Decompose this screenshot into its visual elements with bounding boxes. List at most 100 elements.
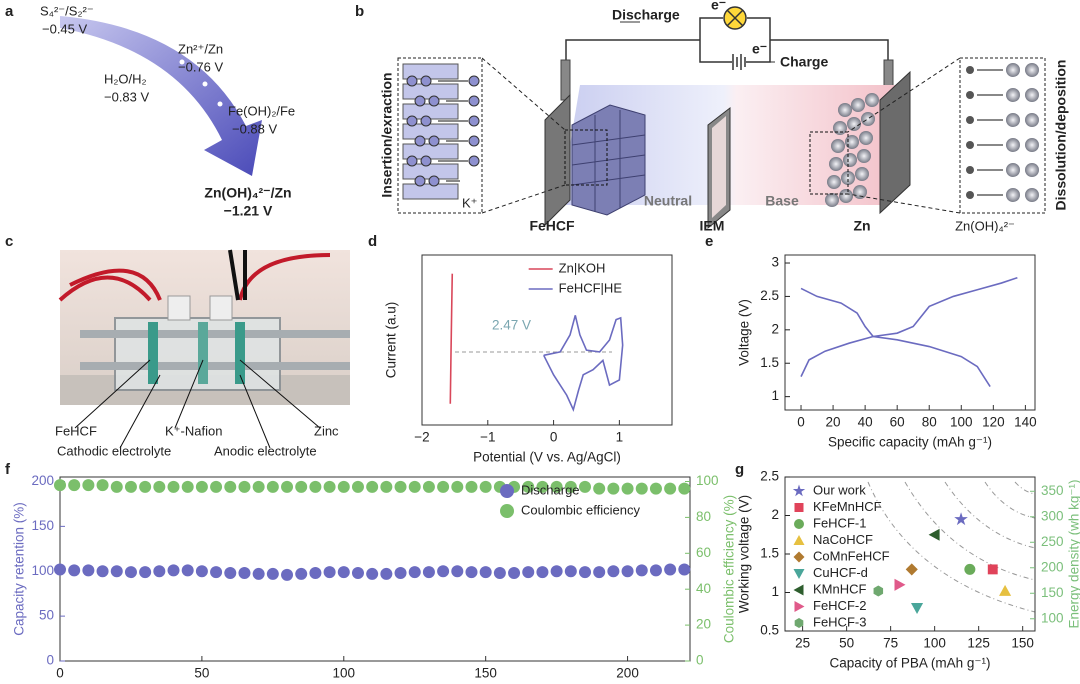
marker [999, 584, 1012, 596]
circuit [565, 17, 889, 75]
potential: −1.21 V [224, 203, 273, 219]
marker [210, 566, 223, 579]
marker [110, 565, 123, 578]
y2-tick-label: 100 [696, 473, 719, 488]
dot [179, 59, 185, 65]
marker [380, 567, 393, 580]
x-tick-label: −2 [414, 430, 429, 445]
marker [351, 480, 364, 493]
y-tick-label: 1.5 [760, 546, 779, 561]
marker [550, 480, 563, 493]
marker [593, 482, 606, 495]
electron: e⁻ [752, 41, 767, 57]
marker [536, 566, 549, 579]
port [209, 295, 233, 321]
process: Insertion/exraction [379, 72, 395, 197]
x-tick-label: 25 [795, 636, 810, 651]
leader-lines [74, 359, 321, 449]
marker [437, 565, 450, 578]
x-tick-label: 0 [56, 666, 64, 681]
marker [664, 482, 677, 495]
legend-label: CoMnFeHCF [813, 548, 890, 563]
marker [124, 566, 137, 579]
marker [564, 565, 577, 578]
panel-label: c [5, 233, 13, 250]
marker [224, 480, 237, 493]
marker [394, 480, 407, 493]
y2-axis-label: Coulombic efficiency (%) [722, 495, 737, 643]
legend-swatch [500, 484, 515, 498]
side: Base [765, 193, 799, 209]
marker [323, 566, 336, 579]
marker [266, 567, 279, 580]
y2-tick-label: 350 [1041, 483, 1064, 498]
y2-tick-label: 150 [1041, 585, 1064, 600]
marker [954, 512, 968, 526]
legend-label: FeHCF-3 [813, 614, 866, 629]
battery [732, 54, 746, 70]
marker [252, 567, 265, 580]
x-tick-label: 100 [333, 666, 356, 681]
marker [905, 563, 918, 576]
legend-label: FeHCF-2 [813, 598, 866, 613]
panel-label: e [705, 233, 713, 250]
cell-schematic: Discharge e⁻ e⁻ Charge K⁺ Insertion/exra… [379, 0, 1069, 234]
legend-swatch [793, 535, 805, 545]
legend-swatch [793, 551, 805, 563]
marker [295, 567, 308, 580]
marker [408, 566, 421, 579]
legend-swatch [794, 503, 804, 512]
marker [210, 480, 223, 493]
marker [96, 479, 109, 492]
legend-label: CuHCF-d [813, 565, 868, 580]
marker [621, 482, 634, 495]
legend-swatch [793, 569, 805, 579]
marker [910, 602, 924, 614]
marker [167, 564, 180, 577]
marker [124, 480, 137, 493]
marker [621, 565, 634, 578]
marker [224, 567, 237, 580]
inset-spheres [966, 63, 1039, 202]
wire [228, 249, 247, 301]
cathode-cubes [571, 104, 646, 216]
panel-label: g [735, 461, 744, 478]
line [800, 287, 991, 388]
marker [195, 565, 208, 578]
marker [579, 480, 591, 493]
x-tick-label: 150 [1011, 636, 1034, 651]
legend-swatch [793, 584, 804, 596]
marker [337, 480, 350, 493]
photo-label: Anodic electrolyte [214, 443, 317, 458]
marker [678, 482, 691, 495]
marker [664, 563, 677, 576]
zoom-lines [481, 57, 961, 214]
marker [536, 480, 549, 493]
marker [635, 564, 648, 577]
cathode-plate [544, 93, 571, 227]
marker [139, 480, 152, 493]
marker [522, 566, 535, 579]
legend-label: KMnHCF [813, 581, 867, 596]
x-tick-label: 50 [194, 666, 209, 681]
ions [406, 75, 480, 187]
marker [493, 567, 506, 580]
couple: S₄²⁻/S₂²⁻ [40, 3, 94, 18]
marker [635, 482, 648, 495]
marker [479, 566, 492, 579]
marker [873, 585, 884, 597]
marker [479, 480, 492, 493]
x-axis-label: Specific capacity (mAh g⁻¹) [828, 435, 992, 450]
marker [238, 480, 251, 493]
marker [266, 480, 279, 493]
x-tick-label: 75 [883, 636, 898, 651]
anode: Zn [853, 218, 870, 234]
cathode: FeHCF [529, 218, 575, 234]
y-tick-label: 1 [771, 584, 779, 599]
cell-body [114, 317, 281, 391]
membrane-label: IEM [700, 218, 725, 234]
marker [422, 566, 435, 579]
x-tick-label: 0 [550, 430, 558, 445]
y-tick-label: 2.5 [760, 288, 779, 303]
potential: −0.76 V [178, 59, 224, 74]
